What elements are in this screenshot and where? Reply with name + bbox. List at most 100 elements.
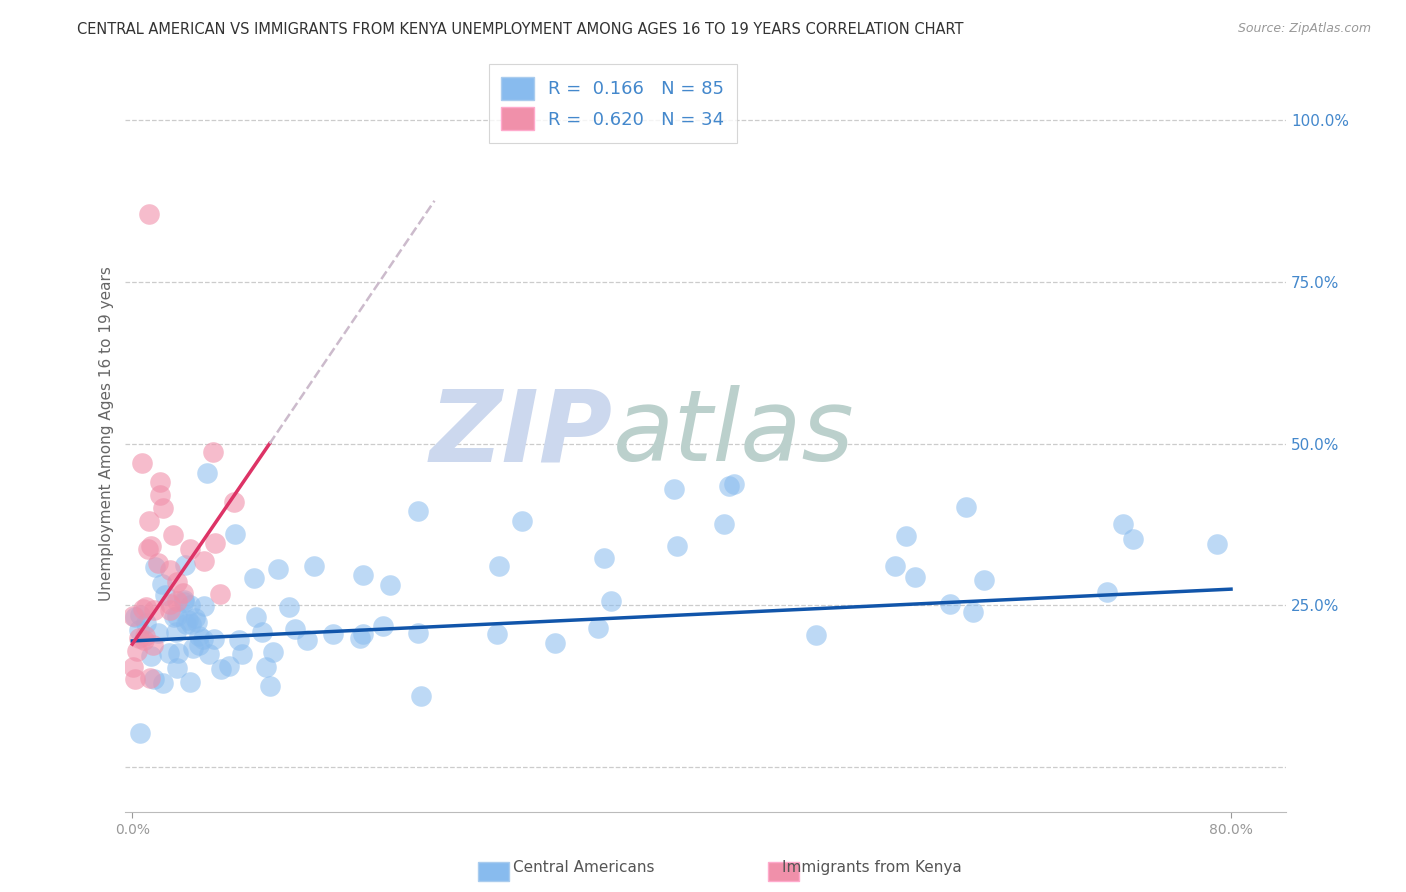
Point <box>134 628 156 642</box>
Point <box>167 646 190 660</box>
Point <box>179 674 201 689</box>
Point <box>973 573 995 587</box>
Legend: R =  0.166   N = 85, R =  0.620   N = 34: R = 0.166 N = 85, R = 0.620 N = 34 <box>489 64 737 143</box>
Point <box>128 623 150 637</box>
Point <box>245 610 267 624</box>
Text: Central Americans: Central Americans <box>513 861 654 875</box>
Point <box>488 559 510 574</box>
Point <box>157 646 180 660</box>
Point <box>717 478 740 492</box>
Point <box>162 527 184 541</box>
Point <box>955 500 977 514</box>
Point <box>284 623 307 637</box>
Point <box>406 625 429 640</box>
Point <box>904 570 927 584</box>
Point <box>804 628 827 642</box>
Text: Immigrants from Kenya: Immigrants from Kenya <box>782 861 962 875</box>
Point <box>135 600 157 615</box>
Point <box>193 554 215 568</box>
Point <box>166 574 188 589</box>
Point <box>586 621 609 635</box>
Point <box>150 576 173 591</box>
Point <box>138 207 160 221</box>
Point <box>138 514 160 528</box>
Point <box>224 527 246 541</box>
Point <box>124 610 146 624</box>
Point <box>142 603 165 617</box>
Point <box>165 625 187 640</box>
Point <box>183 611 205 625</box>
Point <box>129 726 152 740</box>
Point <box>224 495 246 509</box>
Point <box>180 617 202 632</box>
Point <box>228 633 250 648</box>
Point <box>139 671 162 685</box>
Point <box>143 672 166 686</box>
Point <box>510 514 533 528</box>
Point <box>141 648 163 663</box>
Point <box>485 627 508 641</box>
Point <box>243 571 266 585</box>
Point <box>209 587 232 601</box>
Point <box>599 594 621 608</box>
Point <box>122 660 145 674</box>
Point <box>662 482 685 496</box>
Text: atlas: atlas <box>613 385 855 483</box>
Point <box>153 588 176 602</box>
Point <box>163 609 186 624</box>
Point <box>128 631 150 645</box>
Point <box>883 558 905 573</box>
Point <box>1122 532 1144 546</box>
Point <box>166 594 188 608</box>
Point <box>146 626 169 640</box>
Text: Source: ZipAtlas.com: Source: ZipAtlas.com <box>1237 22 1371 36</box>
Point <box>723 477 745 491</box>
Point <box>173 592 195 607</box>
Point <box>713 516 735 531</box>
Point <box>174 617 197 632</box>
Point <box>173 595 195 609</box>
Point <box>202 632 225 647</box>
Point <box>166 661 188 675</box>
Point <box>352 627 374 641</box>
Point <box>152 501 174 516</box>
Point <box>131 456 153 470</box>
Point <box>174 558 197 572</box>
Point <box>231 647 253 661</box>
Point <box>409 689 432 703</box>
Point <box>195 466 218 480</box>
Point <box>1112 517 1135 532</box>
Point <box>267 562 290 576</box>
Point <box>166 609 188 624</box>
Point <box>962 605 984 619</box>
Point <box>218 659 240 673</box>
Point <box>149 475 172 490</box>
Point <box>406 504 429 518</box>
Point <box>149 488 172 502</box>
Point <box>179 541 201 556</box>
Point <box>262 645 284 659</box>
Point <box>259 679 281 693</box>
Point <box>378 578 401 592</box>
Point <box>122 608 145 623</box>
Point <box>254 660 277 674</box>
Point <box>593 550 616 565</box>
Point <box>132 601 155 615</box>
Point <box>142 638 165 652</box>
Point <box>124 672 146 686</box>
Point <box>939 597 962 611</box>
Point <box>181 641 204 656</box>
Point <box>188 638 211 652</box>
Point <box>188 629 211 643</box>
Point <box>179 599 201 613</box>
Y-axis label: Unemployment Among Ages 16 to 19 years: Unemployment Among Ages 16 to 19 years <box>100 267 114 601</box>
Point <box>322 627 344 641</box>
Point <box>252 624 274 639</box>
Text: ZIP: ZIP <box>430 385 613 483</box>
Point <box>1095 585 1118 599</box>
Point <box>349 631 371 645</box>
Point <box>127 644 149 658</box>
Point <box>128 607 150 622</box>
Point <box>186 615 208 629</box>
Point <box>193 599 215 614</box>
